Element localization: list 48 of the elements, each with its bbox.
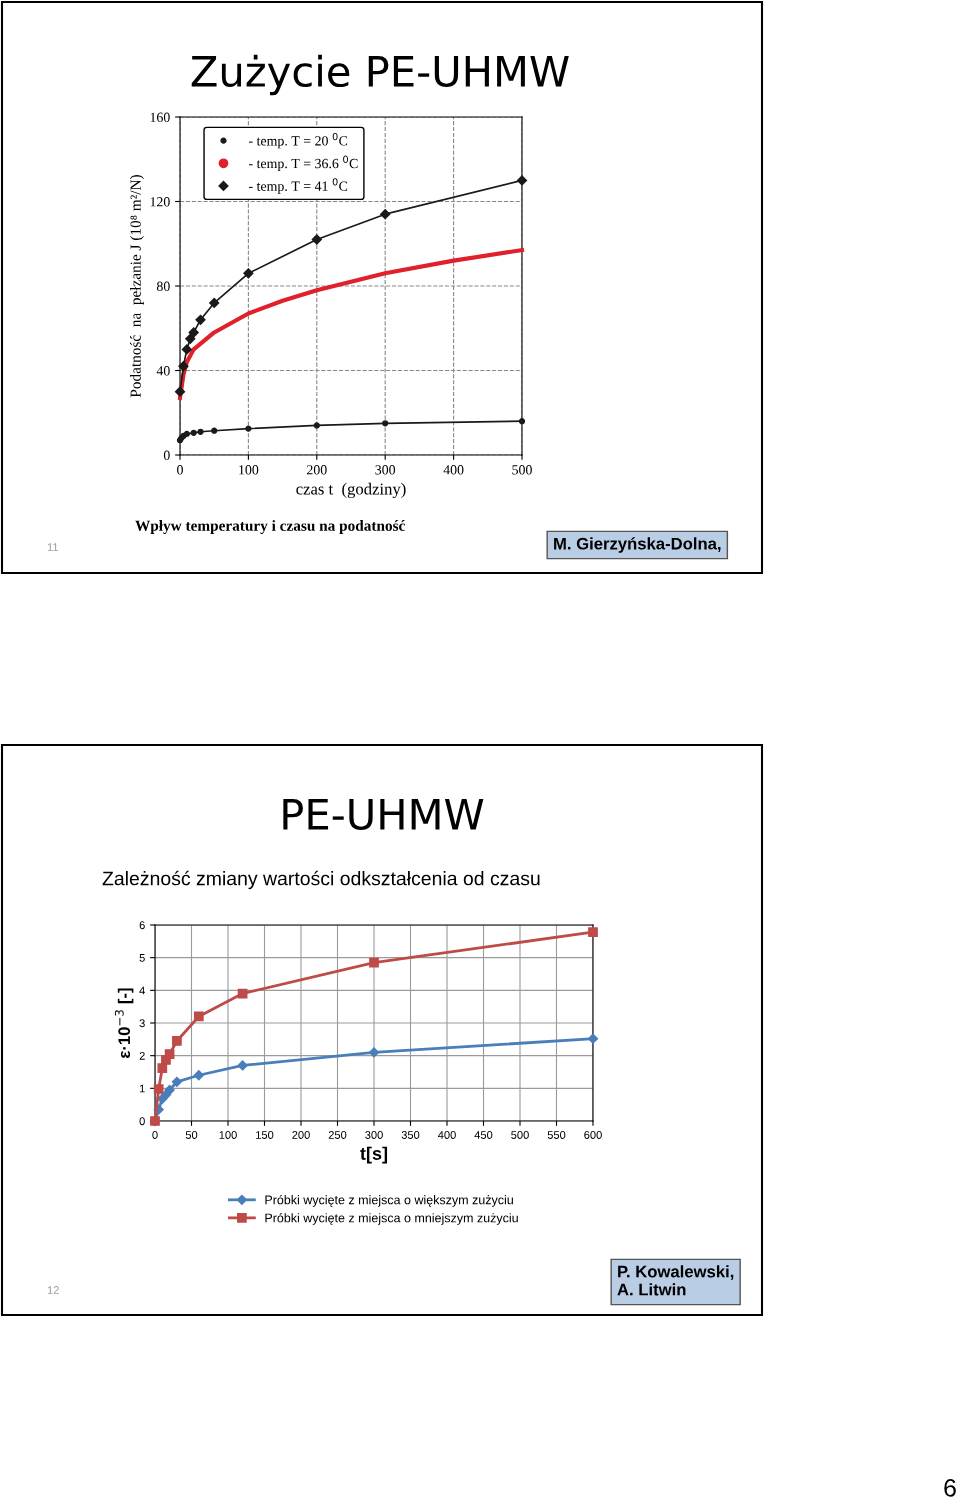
text: P. Kowalewski, A. Litwin	[617, 1265, 734, 1296]
x-tick-label: 600	[584, 1131, 602, 1139]
chart-title: PE-UHMW	[283, 799, 484, 831]
x-tick-label: 0	[177, 465, 183, 475]
x-tick-label: 200	[292, 1131, 310, 1139]
text: 11	[47, 543, 58, 551]
x-tick-label: 300	[375, 465, 396, 475]
legend-label: Próbki wycięte z miejsca o mniejszym zużyciu	[265, 1213, 518, 1225]
x-tick-label: 550	[547, 1131, 566, 1139]
legend-label: - temp. T = 20 $^{0}$C	[249, 132, 348, 149]
y-tick-label: 40	[156, 366, 170, 376]
y-tick-label: 0	[139, 1117, 145, 1126]
y-tick-label: 80	[156, 281, 170, 291]
x-axis-title: t[s]	[360, 1146, 388, 1164]
legend-label: - temp. T = 36.6 $^{0}$C	[249, 155, 358, 172]
legend-label: Próbki wycięte z miejsca o większym zużyciu	[265, 1194, 513, 1207]
x-tick-label: 150	[256, 1131, 274, 1139]
x-tick-label: 400	[437, 1131, 456, 1139]
x-tick-label: 300	[365, 1131, 383, 1139]
x-tick-label: 250	[328, 1131, 347, 1139]
x-tick-label: 350	[401, 1131, 420, 1139]
text: M. Gierzyńska-Dolna,	[554, 537, 721, 553]
y-tick-label: 6	[139, 921, 145, 930]
text: Wpływ temperatury i czasu na podatność	[135, 520, 405, 534]
y-tick-label: 2	[139, 1051, 145, 1060]
x-tick-label: 200	[306, 465, 327, 475]
x-tick-label: 450	[474, 1131, 493, 1139]
legend-label: - temp. T = 41 $^{0}$C	[249, 178, 348, 194]
chart-title: Zużycie PE-UHMW	[191, 54, 569, 96]
x-tick-label: 100	[239, 465, 259, 475]
x-tick-label: 400	[443, 465, 464, 475]
x-tick-label: 100	[219, 1131, 237, 1139]
y-tick-label: 3	[139, 1019, 145, 1028]
text: 12	[47, 1286, 59, 1294]
x-axis-title: czas t (godziny)	[296, 482, 406, 499]
y-tick-label: 160	[150, 112, 170, 122]
x-tick-label: 50	[185, 1131, 198, 1139]
y-tick-label: 4	[139, 986, 145, 995]
y-tick-label: 120	[150, 197, 170, 207]
chart-subtitle: Zależność zmiany wartości odkształcenia od czasu	[102, 870, 540, 890]
text: 6	[944, 1479, 956, 1497]
y-axis-title: Podatność na pełzanie J (10⁸ m²/N)	[130, 175, 144, 398]
y-tick-label: 0	[163, 450, 170, 460]
y-tick-label: 5	[139, 954, 145, 962]
x-tick-label: 500	[512, 465, 532, 475]
x-tick-label: 500	[511, 1131, 529, 1139]
y-tick-label: 1	[139, 1084, 145, 1093]
y-axis-title: ε·10$^{−3}$ [-]	[114, 988, 134, 1058]
